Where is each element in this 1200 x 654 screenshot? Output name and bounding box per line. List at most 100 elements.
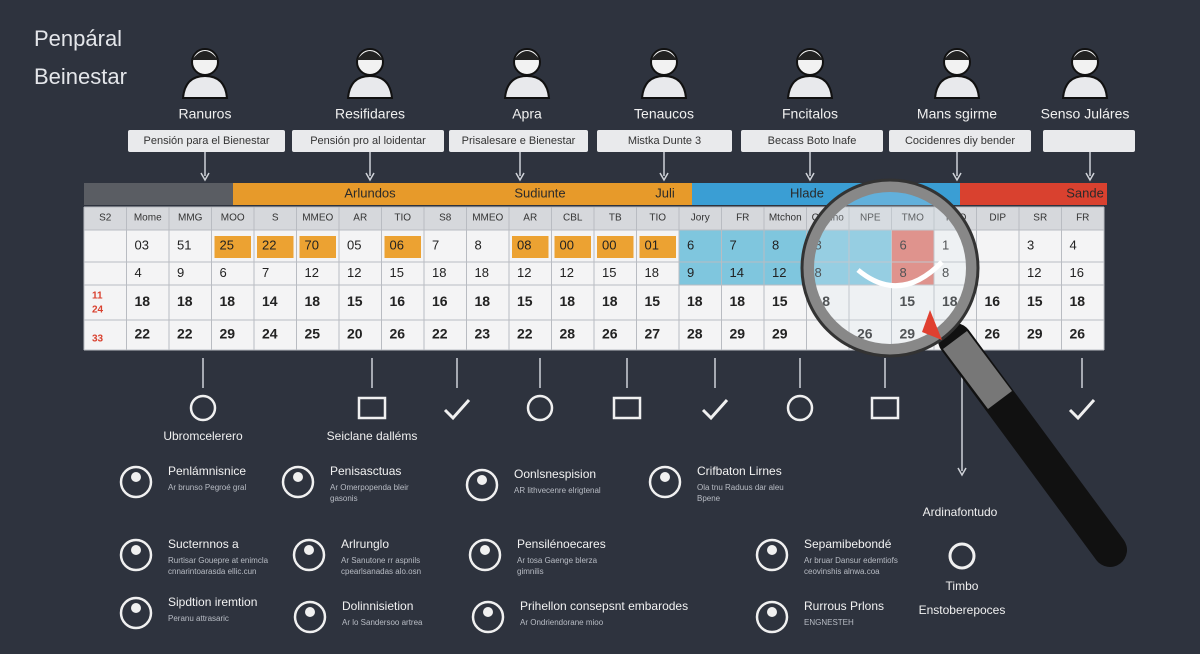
calendar-day: 18 xyxy=(1070,293,1086,309)
calendar-day: 18 xyxy=(602,293,618,309)
calendar-day: 29 xyxy=(730,326,746,342)
person-name: Apra xyxy=(512,106,542,122)
feature-icon xyxy=(465,468,499,502)
calendar-day: 15 xyxy=(390,265,404,280)
feature-desc: Ar Ondriendorane mioo xyxy=(520,618,604,627)
feature-icon-head xyxy=(767,545,777,555)
highlight-cell xyxy=(299,236,336,258)
feature-desc: AR lithvecenre elrigtenal xyxy=(514,486,601,495)
calendar-heading: AR xyxy=(523,213,537,224)
calendar-heading: MOO xyxy=(221,213,245,224)
calendar-day: 15 xyxy=(347,293,363,309)
feature-desc: Bpene xyxy=(697,494,721,503)
calendar-day: 26 xyxy=(985,326,1001,342)
label-box xyxy=(128,130,285,152)
feature-title: Sucternnos a xyxy=(168,537,239,551)
band-label: Sudiunte xyxy=(514,185,565,200)
feature-title: Penlámnisnice xyxy=(168,464,246,478)
calendar-day: 14 xyxy=(262,293,278,309)
calendar-heading: TIO xyxy=(649,213,666,224)
label-text: Pensión pro al loidentar xyxy=(310,135,426,147)
feature-desc: Peranu attrasaric xyxy=(168,614,229,623)
calendar-day: 8 xyxy=(772,237,779,252)
calendar-heading: MMEO xyxy=(302,213,333,224)
arrow-head xyxy=(1085,172,1095,182)
icon xyxy=(357,396,387,420)
calendar-day: 05 xyxy=(347,237,361,252)
icon xyxy=(786,394,814,422)
feature-icon-head xyxy=(131,545,141,555)
calendar-heading: DIP xyxy=(989,213,1006,224)
calendar-day: 00 xyxy=(560,237,574,252)
calendar-day: 18 xyxy=(220,293,236,309)
calendar-day: 26 xyxy=(857,326,873,342)
calendar-day: 27 xyxy=(645,326,661,342)
arrow-head xyxy=(365,172,375,182)
calendar-day: 6 xyxy=(220,265,227,280)
feature-desc: Ar tosa Gaenge blerza xyxy=(517,556,598,565)
feature-title: Sepamibebondé xyxy=(804,537,892,551)
calendar-day: 15 xyxy=(1027,293,1043,309)
label-box xyxy=(1043,130,1135,152)
feature-title: Oonlsnespision xyxy=(514,467,596,481)
band-segment xyxy=(960,183,1107,205)
calendar-day: 18 xyxy=(687,293,703,309)
calendar-day: 18 xyxy=(432,265,446,280)
label-text: Mistka Dunte 3 xyxy=(628,135,701,147)
label-box xyxy=(597,130,732,152)
highlight-cell xyxy=(257,236,294,258)
person-name: Ranuros xyxy=(179,106,232,122)
calendar-day: 01 xyxy=(645,237,659,252)
person-icon xyxy=(640,48,688,99)
feature-icon xyxy=(648,465,682,499)
label-box xyxy=(741,130,883,152)
icon xyxy=(870,396,900,420)
icon-label: Ubromcelerero xyxy=(163,429,243,443)
feature-icon-head xyxy=(483,607,493,617)
icon xyxy=(189,394,217,422)
calendar-day: 12 xyxy=(517,265,531,280)
calendar-day: 20 xyxy=(347,326,363,342)
side-icon xyxy=(948,542,976,570)
feature-desc: gasonis xyxy=(330,494,358,503)
feature-title: Arlrunglo xyxy=(341,537,389,551)
feature-desc: Ar Omerpopenda bleir xyxy=(330,483,409,492)
calendar-day: 8 xyxy=(942,265,949,280)
calendar-day: 15 xyxy=(517,293,533,309)
calendar-day: 29 xyxy=(220,326,236,342)
highlight-cell xyxy=(214,236,251,258)
band-label: Juli xyxy=(655,185,675,200)
calendar-day: 00 xyxy=(602,237,616,252)
calendar-day: 16 xyxy=(985,293,1001,309)
feature-icon xyxy=(293,600,327,634)
arrow-head xyxy=(805,172,815,182)
side-label: 11 xyxy=(92,291,103,302)
feature-icon-head xyxy=(293,472,303,482)
calendar-day: 9 xyxy=(687,265,694,280)
highlight-cell xyxy=(597,236,634,258)
calendar-heading: S8 xyxy=(439,213,452,224)
person-name: Tenaucos xyxy=(634,106,694,122)
calendar-day: 22 xyxy=(177,326,193,342)
calendar-day: 1 xyxy=(942,237,949,252)
calendar-day: 16 xyxy=(432,293,448,309)
icon-label: Seiclane dalléms xyxy=(327,429,418,443)
calendar-day: 15 xyxy=(772,293,788,309)
person-hair xyxy=(514,51,540,60)
person-name: Mans sgirme xyxy=(917,106,997,122)
highlight-cell xyxy=(639,236,676,258)
band-label: Sande xyxy=(1066,185,1104,200)
calendar-day: 28 xyxy=(687,326,703,342)
icon xyxy=(526,394,554,422)
arrow-head xyxy=(200,172,210,182)
calendar-heading: S2 xyxy=(99,213,112,224)
calendar-day: 12 xyxy=(560,265,574,280)
calendar-day: 18 xyxy=(942,293,958,309)
calendar-day: 24 xyxy=(262,326,278,342)
highlight-range xyxy=(679,230,892,285)
person-icon xyxy=(503,48,551,99)
person-icon xyxy=(933,48,981,99)
calendar-day: 7 xyxy=(262,265,269,280)
calendar-day: 8 xyxy=(475,237,482,252)
